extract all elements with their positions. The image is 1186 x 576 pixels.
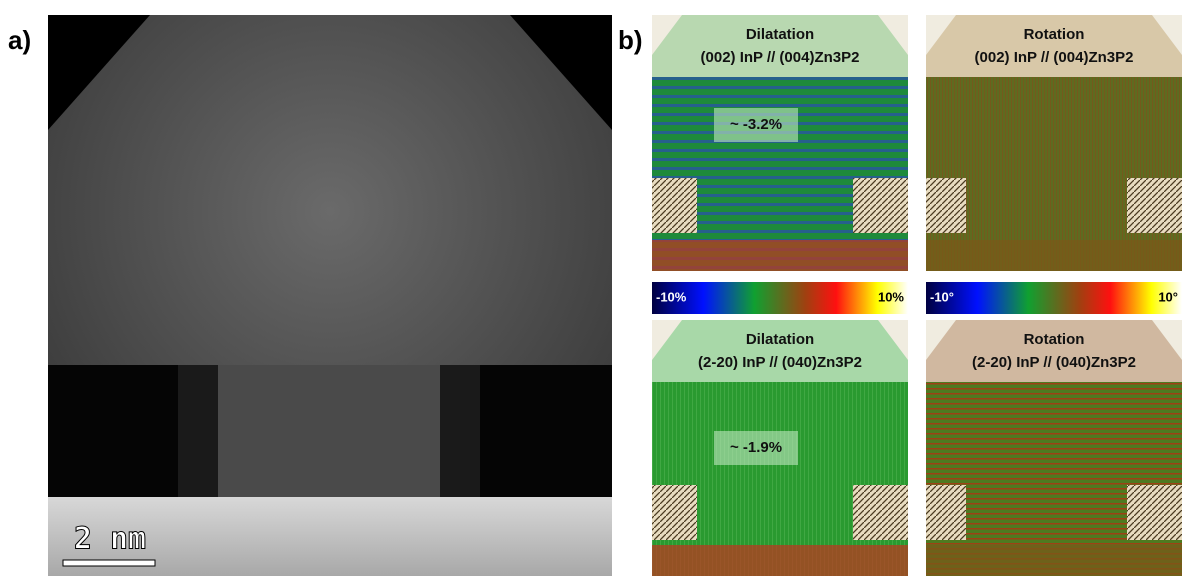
map-title: Dilatation [746,26,814,43]
map-header [926,15,1182,77]
colorbar [652,282,908,314]
strain-map: Dilatation (002) InP // (004)Zn3P2 ~ -3.2% [652,15,908,271]
interface [926,545,1182,576]
panel-label: b) [618,25,643,55]
panel-a: 2 nm [48,15,612,576]
colorbar-min: -10% [656,289,687,304]
annotation: ~ -3.2% [730,116,782,133]
grain [652,178,697,233]
colorbar [926,282,1182,314]
figure: 2 nm a) b) Dilatation (002) InP // (004)Z… [0,0,1186,576]
strain-map: Rotation (2-20) InP // (040)Zn3P2 [926,320,1182,576]
map-subtitle: (002) InP // (004)Zn3P2 [701,49,860,66]
annotation: ~ -1.9% [730,439,782,456]
dark-region [440,365,480,497]
grain [926,485,966,540]
scale-bar-label: 2 nm [74,522,146,557]
interface [652,240,908,271]
grain [926,178,966,233]
grain [1127,485,1182,540]
neck-region [218,365,440,497]
map-title: Rotation [1024,26,1085,43]
map-header [652,320,908,382]
strain-map: Dilatation (2-20) InP // (040)Zn3P2 ~ -1.9… [652,320,908,576]
dark-region [48,365,178,497]
grain [853,485,908,540]
dark-region [178,365,218,497]
colorbar-max: 10° [1158,289,1178,304]
map-title: Rotation [1024,331,1085,348]
strain-map: Rotation (002) InP // (004)Zn3P2 [926,15,1182,271]
scale-bar [63,560,155,566]
map-subtitle: (002) InP // (004)Zn3P2 [975,49,1134,66]
grain [1127,178,1182,233]
grain [652,485,697,540]
colorbar-min: -10° [930,289,954,304]
interface [926,240,1182,271]
map-subtitle: (2-20) InP // (040)Zn3P2 [698,354,862,371]
interface [652,545,908,576]
map-subtitle: (2-20) InP // (040)Zn3P2 [972,354,1136,371]
map-title: Dilatation [746,331,814,348]
map-header [652,15,908,77]
colorbar-max: 10% [878,289,904,304]
dark-region [480,365,612,497]
grain [853,178,908,233]
map-header [926,320,1182,382]
panel-label: a) [8,25,31,55]
